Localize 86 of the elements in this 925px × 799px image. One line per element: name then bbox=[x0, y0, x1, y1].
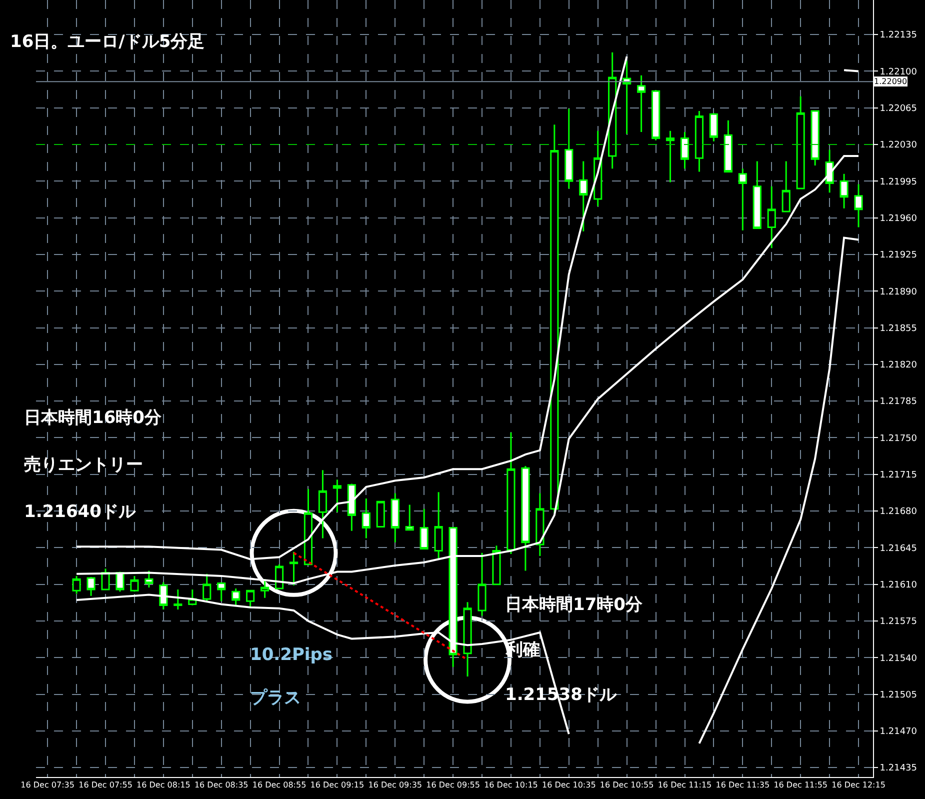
candlestick bbox=[101, 568, 110, 590]
candlestick bbox=[318, 469, 328, 539]
y-tick-label: 1.21540 bbox=[880, 654, 918, 664]
x-tick-label: 16 Dec 08:35 bbox=[194, 780, 248, 790]
candlestick bbox=[550, 124, 559, 514]
candlestick bbox=[680, 131, 690, 170]
candlestick bbox=[521, 465, 530, 572]
y-tick-label: 1.21925 bbox=[880, 250, 918, 261]
candlestick bbox=[420, 508, 428, 550]
x-tick-label: 16 Dec 10:55 bbox=[600, 780, 654, 790]
candlestick bbox=[724, 120, 732, 172]
candlestick bbox=[840, 173, 848, 210]
candlestick bbox=[434, 491, 443, 560]
y-tick-label: 1.21610 bbox=[880, 580, 918, 590]
x-tick-label: 16 Dec 10:35 bbox=[542, 780, 596, 790]
candlestick bbox=[289, 551, 298, 586]
y-tick-label: 1.21575 bbox=[880, 617, 918, 628]
candlestick bbox=[854, 184, 863, 228]
candlestick bbox=[202, 573, 212, 603]
candlestick bbox=[390, 492, 400, 544]
candlestick bbox=[405, 504, 414, 531]
x-tick-label: 16 Dec 10:15 bbox=[484, 780, 538, 790]
ref-line-label: 1.22090 bbox=[874, 77, 908, 86]
y-tick-label: 1.21960 bbox=[880, 214, 918, 224]
y-tick-label: 1.22100 bbox=[880, 67, 918, 78]
candlestick bbox=[752, 160, 762, 230]
y-tick-label: 1.21785 bbox=[880, 397, 918, 408]
x-tick-label: 16 Dec 07:55 bbox=[78, 780, 132, 790]
x-tick-label: 16 Dec 08:55 bbox=[252, 780, 306, 790]
y-tick-label: 1.21505 bbox=[880, 690, 918, 700]
candlestick bbox=[810, 110, 820, 166]
candlestick bbox=[767, 186, 776, 249]
y-tick-label: 1.21680 bbox=[880, 507, 918, 518]
candlestick bbox=[536, 492, 544, 557]
x-tick-label: 16 Dec 12:15 bbox=[832, 780, 886, 790]
candlestick bbox=[782, 160, 790, 212]
candlestick bbox=[796, 96, 805, 190]
candlestick bbox=[738, 168, 747, 232]
y-tick-label: 1.22135 bbox=[880, 30, 918, 41]
annotation: 10.2Pips bbox=[250, 645, 333, 665]
candlestick bbox=[174, 588, 182, 610]
x-tick-label: 16 Dec 09:35 bbox=[368, 780, 422, 790]
candlestick bbox=[217, 581, 226, 602]
candlestick bbox=[362, 498, 370, 539]
y-tick-label: 1.22065 bbox=[880, 104, 918, 114]
candlestick bbox=[492, 544, 501, 586]
candlestick bbox=[694, 110, 704, 172]
y-tick-label: 1.21645 bbox=[880, 544, 918, 554]
x-tick-label: 16 Dec 11:55 bbox=[774, 780, 828, 790]
annotation: 売りエントリー bbox=[24, 455, 143, 475]
y-tick-label: 1.21715 bbox=[880, 470, 918, 481]
y-tick-label: 1.21435 bbox=[880, 764, 918, 774]
candlestick bbox=[637, 74, 646, 133]
candlestick bbox=[347, 483, 356, 532]
candlestick bbox=[376, 500, 385, 528]
y-tick-label: 1.21470 bbox=[880, 727, 918, 738]
candlestick bbox=[478, 552, 486, 616]
y-tick-label: 1.21890 bbox=[880, 287, 918, 298]
x-tick-label: 16 Dec 09:55 bbox=[426, 780, 480, 790]
annotation: 日本時間17時0分 bbox=[505, 595, 644, 615]
candlestick bbox=[72, 575, 81, 594]
y-tick-label: 1.22030 bbox=[880, 140, 918, 151]
candlestick bbox=[506, 432, 516, 555]
text: 16日。ユーロ/ドル5分足 bbox=[10, 32, 205, 52]
x-tick-label: 16 Dec 07:35 bbox=[20, 780, 74, 790]
x-tick-label: 16 Dec 11:35 bbox=[716, 780, 770, 790]
x-tick-label: 16 Dec 08:15 bbox=[136, 780, 190, 790]
candlestick bbox=[709, 112, 718, 142]
candlestick bbox=[86, 576, 96, 597]
candlestick bbox=[260, 578, 270, 599]
candlestick bbox=[651, 89, 660, 142]
candlestick bbox=[130, 575, 139, 592]
candlestick bbox=[246, 590, 255, 608]
candlestick bbox=[608, 52, 617, 170]
y-tick-label: 1.21750 bbox=[880, 434, 918, 444]
candlestick bbox=[564, 108, 574, 190]
y-tick-label: 1.21855 bbox=[880, 324, 918, 334]
y-tick-label: 1.21820 bbox=[880, 360, 918, 371]
y-tick-label: 1.21995 bbox=[880, 177, 918, 188]
candlestick bbox=[463, 601, 472, 678]
candlestick bbox=[579, 160, 588, 232]
x-tick-label: 16 Dec 09:15 bbox=[310, 780, 364, 790]
x-tick-label: 16 Dec 11:15 bbox=[658, 780, 712, 790]
candlestick bbox=[304, 488, 313, 566]
candlestick bbox=[332, 478, 342, 513]
candlestick bbox=[666, 130, 675, 183]
